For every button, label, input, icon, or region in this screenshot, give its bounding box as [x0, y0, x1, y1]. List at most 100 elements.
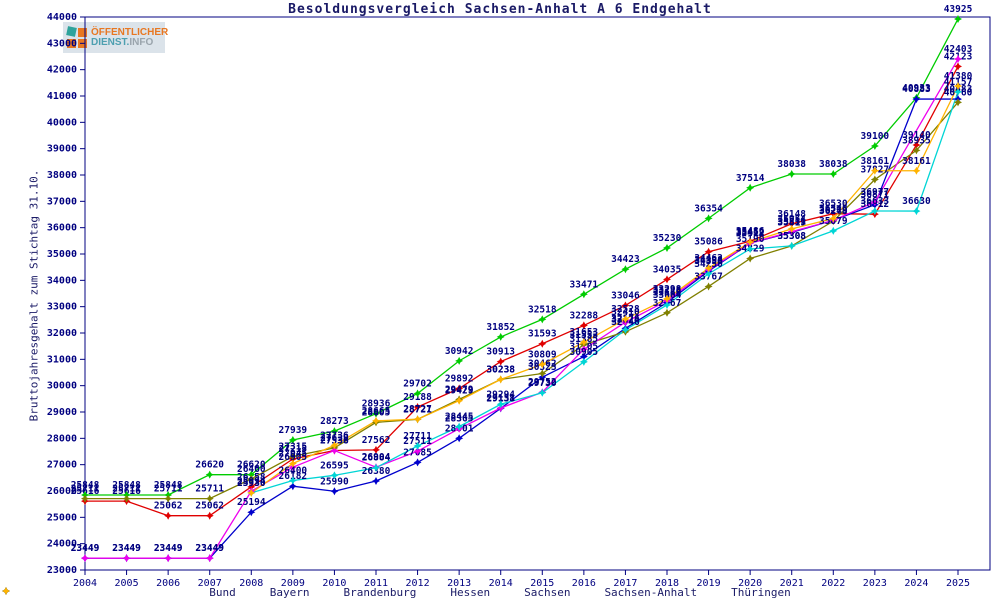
data-point-marker: [413, 403, 422, 412]
data-point-label: 23449: [154, 543, 183, 554]
data-point-label: 39100: [861, 131, 890, 142]
data-point-label: 29188: [403, 392, 432, 403]
data-point-label: 28273: [320, 416, 349, 427]
data-point-label: 30942: [445, 346, 474, 357]
data-point-label: 29892: [445, 374, 474, 385]
data-point-marker: [247, 488, 256, 497]
data-point-label: 31852: [486, 322, 515, 333]
data-point-marker: [164, 494, 173, 503]
data-point-label: 25990: [320, 476, 349, 487]
x-tick-label: 2015: [530, 578, 554, 589]
data-point-marker: [330, 441, 339, 450]
x-tick-label: 2018: [655, 578, 679, 589]
data-point-label: 30238: [486, 364, 515, 375]
data-point-label: 23449: [71, 543, 100, 554]
data-point-marker: [787, 169, 796, 178]
data-point-marker: [455, 396, 464, 405]
data-point-label: 26620: [195, 460, 224, 471]
x-tick-label: 2012: [406, 578, 430, 589]
data-point-label: 32528: [611, 304, 640, 315]
data-point-label: 38161: [902, 156, 931, 167]
data-point-marker: [663, 243, 671, 252]
data-point-marker: [704, 214, 713, 223]
data-point-label: 32410: [611, 307, 640, 318]
data-point-label: 29294: [486, 389, 515, 400]
data-point-label: 35086: [694, 237, 723, 248]
data-point-marker: [954, 81, 962, 90]
data-point-label: 23449: [195, 543, 224, 554]
data-point-marker: [372, 445, 380, 454]
data-point-label: 39140: [902, 130, 931, 141]
chart-title: Besoldungsvergleich Sachsen-Anhalt A 6 E…: [288, 2, 712, 17]
y-tick-label: 37000: [47, 196, 77, 207]
data-point-marker: [538, 339, 547, 348]
data-point-label: 23449: [112, 543, 141, 554]
y-tick-label: 39000: [47, 144, 77, 155]
data-point-label: 36871: [861, 190, 890, 201]
data-point-label: 36630: [902, 196, 931, 207]
x-tick-label: 2013: [447, 578, 471, 589]
data-point-marker: [746, 254, 755, 263]
data-point-marker: [829, 169, 838, 178]
data-point-label: 26595: [320, 460, 349, 471]
data-point-marker: [663, 275, 671, 284]
data-point-marker: [663, 294, 671, 303]
x-tick-label: 2017: [613, 578, 637, 589]
data-point-marker: [496, 375, 505, 384]
data-point-label: 38038: [819, 159, 848, 170]
data-point-marker: [704, 282, 713, 291]
data-point-label: 27538: [320, 435, 349, 446]
legend-label: Bayern: [269, 586, 310, 599]
data-point-marker: [496, 332, 505, 341]
data-point-marker: [205, 494, 214, 503]
data-point-marker: [122, 554, 131, 563]
data-point-marker: [870, 142, 879, 151]
data-point-label: 36633: [861, 196, 890, 207]
data-point-marker: [538, 388, 547, 397]
data-point-marker: [787, 219, 796, 228]
data-point-marker: [704, 247, 713, 256]
data-point-marker: [413, 389, 422, 398]
y-tick-label: 40000: [47, 117, 77, 128]
data-point-marker: [912, 146, 921, 155]
data-point-label: 36279: [819, 205, 848, 216]
data-point-marker: [288, 476, 297, 485]
data-point-marker: [372, 476, 380, 485]
data-point-marker: [746, 183, 755, 192]
y-tick-label: 30000: [47, 381, 77, 392]
data-point-marker: [538, 360, 547, 369]
data-point-marker: [954, 55, 962, 64]
y-tick-label: 26000: [47, 486, 77, 497]
data-point-label: 32518: [528, 304, 557, 315]
data-point-label: 25848: [112, 480, 141, 491]
data-point-label: 34398: [694, 255, 723, 266]
data-point-marker: [954, 87, 962, 96]
data-point-label: 28727: [403, 404, 432, 415]
data-point-marker: [579, 321, 588, 330]
data-point-marker: [912, 207, 921, 216]
y-tick-label: 33000: [47, 302, 77, 313]
plot-frame: [84, 16, 991, 571]
x-tick-label: 2005: [115, 578, 139, 589]
data-point-label: 28721: [403, 404, 432, 415]
data-point-label: 28365: [445, 414, 474, 425]
data-point-marker: [2, 587, 10, 595]
legend-label: Bund: [209, 586, 236, 599]
data-point-label: 25848: [154, 480, 183, 491]
data-point-marker: [954, 14, 962, 23]
data-point-marker: [330, 446, 339, 455]
data-point-marker: [538, 315, 547, 324]
legend-item-Hessen: Hessen: [2, 586, 490, 599]
y-tick-label: 36000: [47, 223, 77, 234]
x-tick-label: 2006: [156, 578, 180, 589]
legend-label: Thüringen: [731, 586, 791, 599]
data-point-marker: [621, 325, 630, 334]
x-tick-label: 2008: [239, 578, 263, 589]
data-point-label: 35308: [777, 231, 806, 242]
data-point-label: 29752: [528, 377, 557, 388]
data-point-label: 29429: [445, 386, 474, 397]
data-point-label: 25711: [71, 484, 100, 495]
data-point-label: 40933: [902, 83, 931, 94]
data-point-marker: [912, 140, 921, 149]
